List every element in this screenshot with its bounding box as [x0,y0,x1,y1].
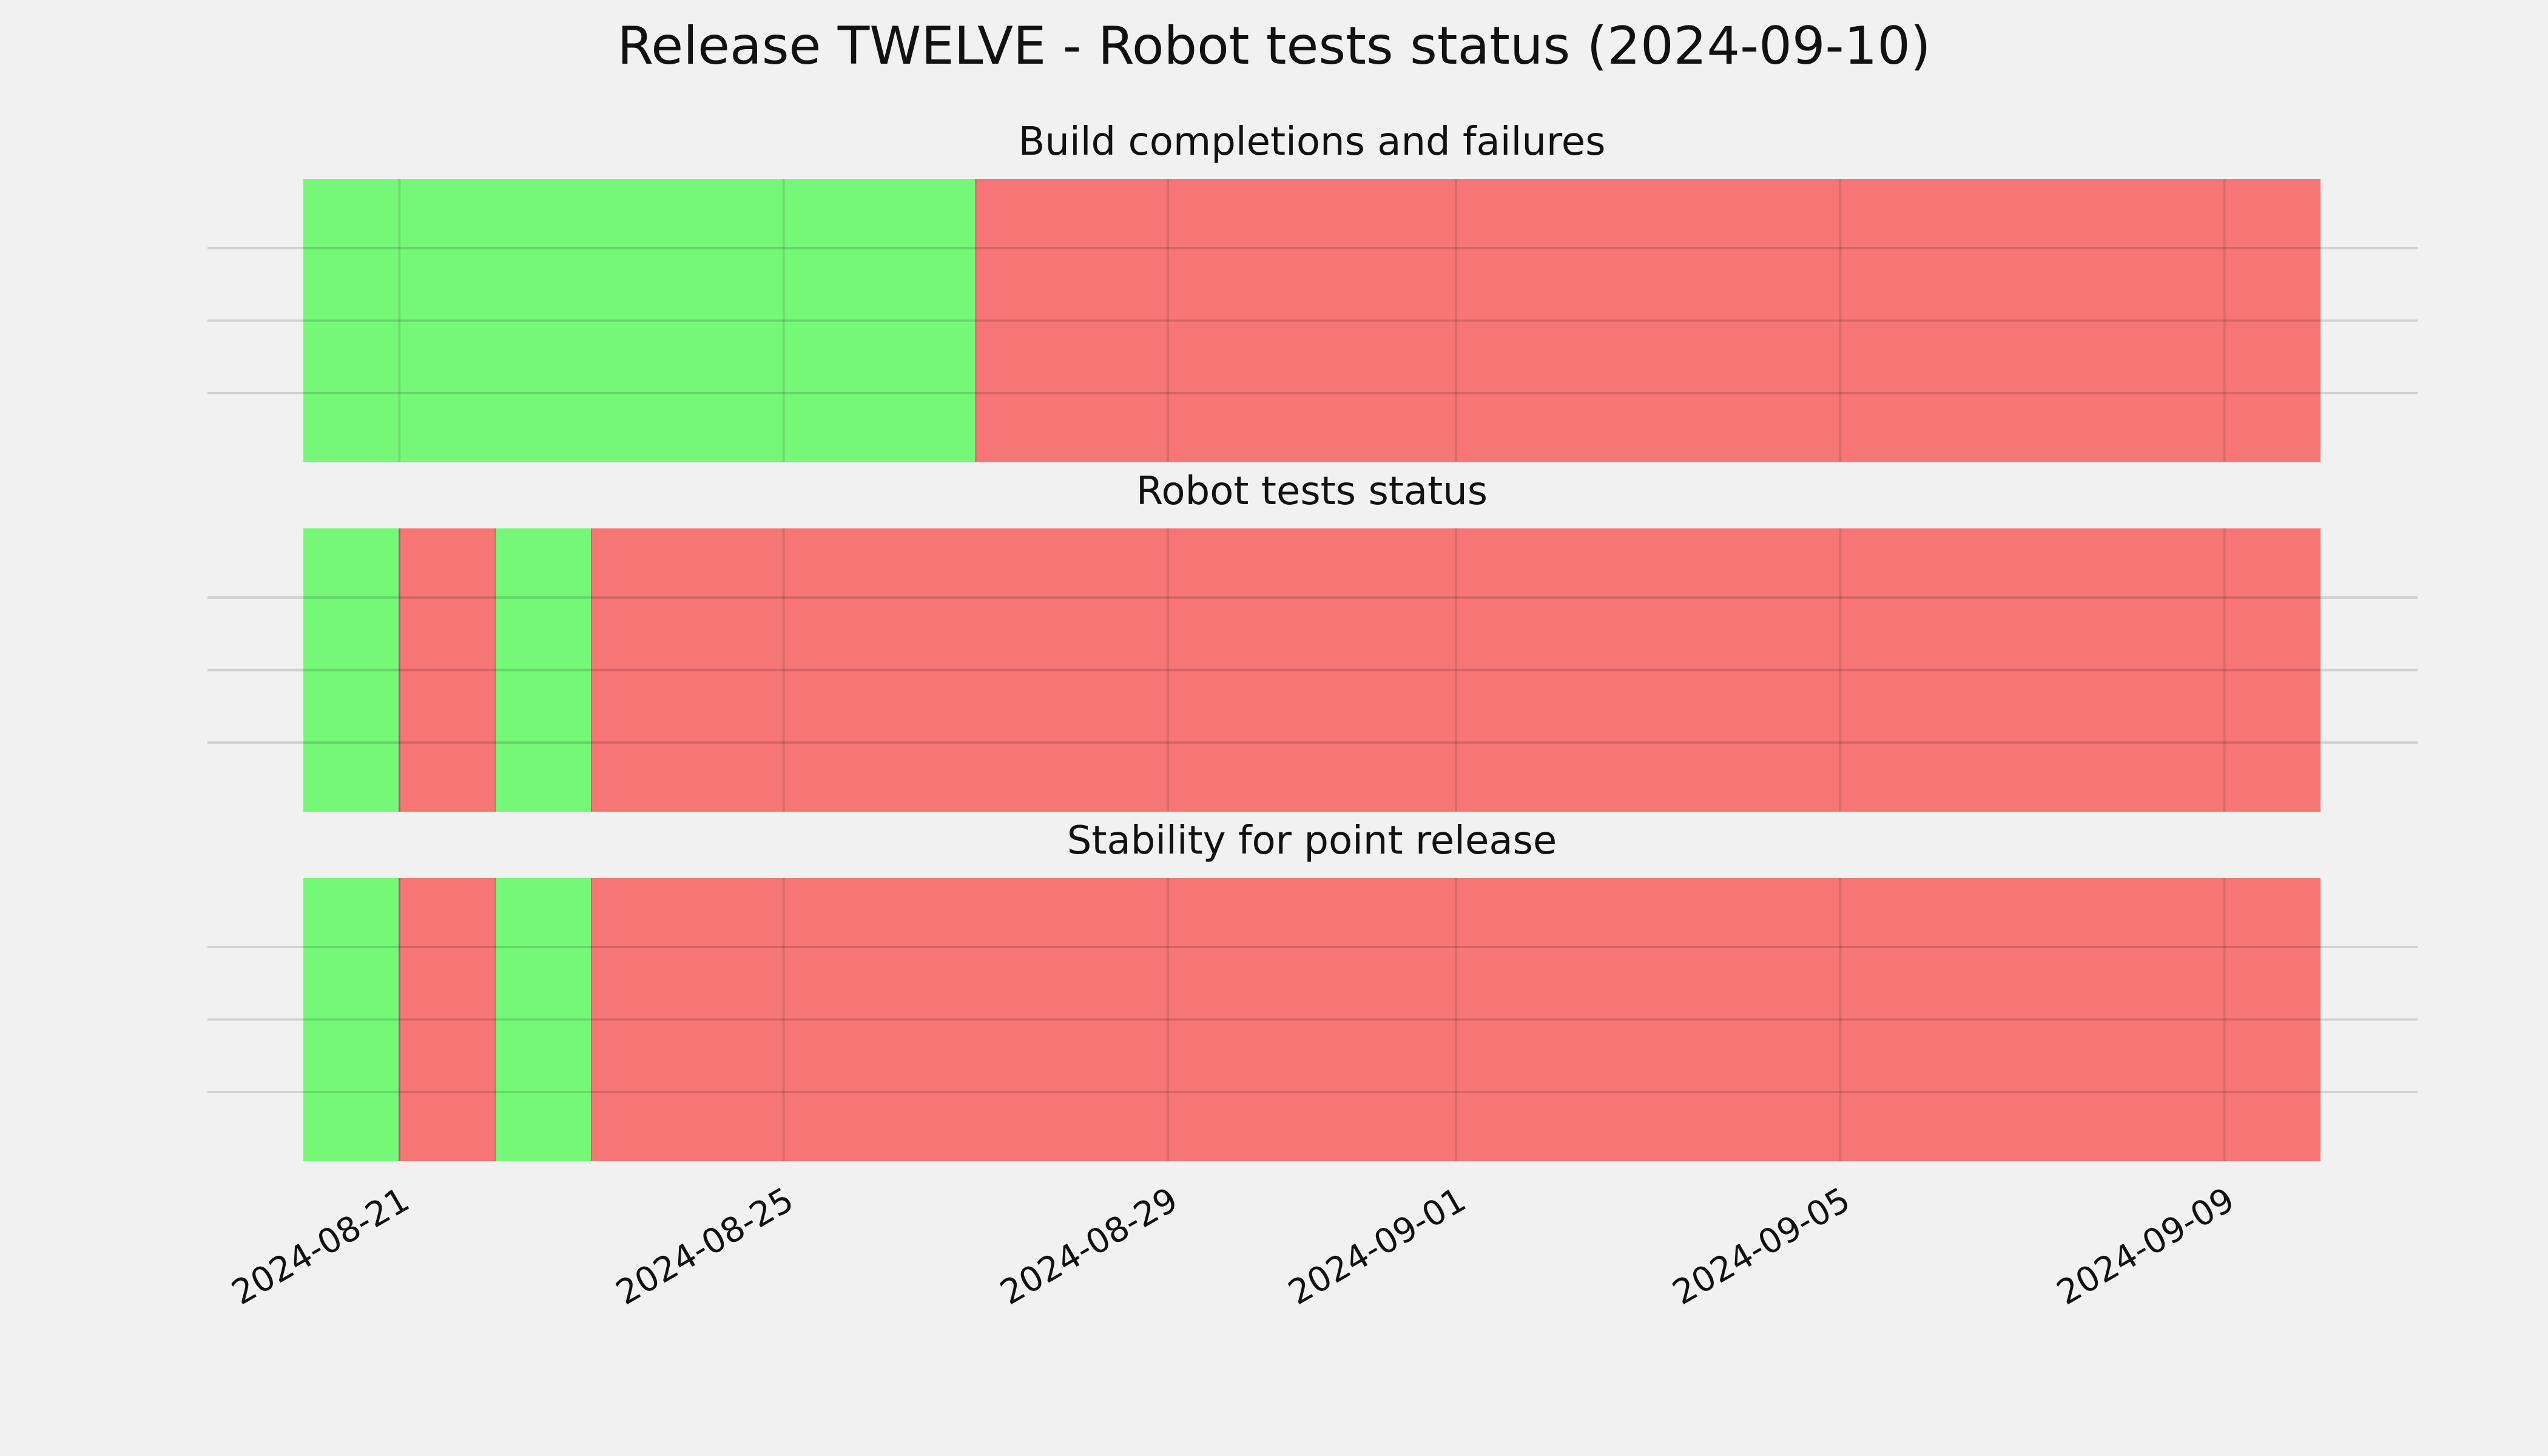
subplot-3: Stability for point release [207,818,2418,1161]
status-segment-pass [303,878,400,1161]
x-tick-label: 2024-08-29 [994,1180,1184,1313]
x-tick-label: 2024-09-09 [2051,1180,2241,1313]
status-segment-pass [303,179,976,462]
x-tick-label: 2024-08-25 [610,1180,800,1313]
status-segment-pass [495,528,592,812]
x-tick-label: 2024-08-21 [225,1180,416,1313]
status-segment-pass [495,878,592,1161]
subplot-title: Build completions and failures [1019,120,1606,164]
status-segment-fail [399,528,496,812]
subplot-title: Robot tests status [1136,469,1488,514]
status-segment-fail [592,878,2320,1161]
status-segment-fail [976,179,2320,462]
subplots: Build completions and failures Robot test… [207,120,2418,1161]
status-segment-fail [592,528,2320,812]
subplot-title: Stability for point release [1067,818,1557,863]
x-tick-label: 2024-09-05 [1666,1180,1856,1313]
x-axis-ticks: 2024-08-21 2024-08-25 2024-08-29 2024-09-01… [225,1180,2241,1313]
status-segment-fail [399,878,496,1161]
status-segment-pass [303,528,400,812]
subplot-2: Robot tests status [207,469,2418,812]
subplot-1: Build completions and failures [207,120,2418,462]
chart-title: Release TWELVE - Robot tests status (202… [617,16,1930,76]
x-tick-label: 2024-09-01 [1282,1180,1472,1313]
